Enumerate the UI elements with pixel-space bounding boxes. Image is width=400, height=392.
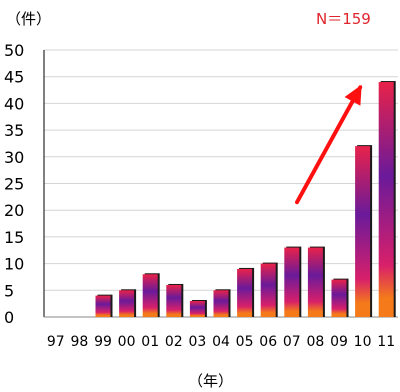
x-tick-label: 04 xyxy=(212,334,230,350)
bars xyxy=(95,81,396,317)
sample-size-label: N＝159 xyxy=(316,10,371,28)
trend-arrow xyxy=(295,84,363,205)
bar xyxy=(331,279,347,317)
y-tick-label: 50 xyxy=(4,41,24,60)
y-unit-label: （件） xyxy=(6,10,52,28)
x-tick-label: 06 xyxy=(259,334,277,350)
x-unit-label: （年） xyxy=(188,372,234,390)
bar xyxy=(260,263,276,317)
x-tick-label: 97 xyxy=(47,334,65,350)
y-tick-label: 10 xyxy=(4,255,24,274)
x-tick-label: 11 xyxy=(377,334,395,350)
y-tick-label: 25 xyxy=(4,175,24,194)
x-tick-label: 99 xyxy=(94,334,112,350)
y-tick-label: 30 xyxy=(4,148,24,167)
y-tick-label: 35 xyxy=(4,121,24,140)
y-tick-label: 20 xyxy=(4,201,24,220)
arrow-head xyxy=(344,84,362,106)
x-tick-label: 98 xyxy=(70,334,88,350)
bar xyxy=(95,295,111,317)
bar xyxy=(213,290,229,317)
x-tick-label: 05 xyxy=(236,334,254,350)
gridlines xyxy=(43,49,398,318)
y-axis-ticks: 0 5 10 15 20 25 30 35 40 45 50 xyxy=(4,41,24,327)
y-tick-label: 45 xyxy=(4,68,24,87)
bar xyxy=(237,268,253,317)
x-axis-ticks: 97 98 99 00 01 02 03 04 05 06 07 08 09 10 11 xyxy=(47,334,395,350)
arrow-shaft xyxy=(295,85,363,205)
x-tick-label: 07 xyxy=(283,334,301,350)
bar xyxy=(307,247,323,317)
bar xyxy=(166,284,182,317)
bar xyxy=(378,82,394,317)
x-tick-label: 01 xyxy=(141,334,159,350)
x-tick-label: 09 xyxy=(330,334,348,350)
x-tick-label: 08 xyxy=(306,334,324,350)
x-tick-label: 00 xyxy=(118,334,136,350)
y-tick-label: 15 xyxy=(4,228,24,247)
y-tick-label: 5 xyxy=(4,281,14,300)
x-tick-label: 02 xyxy=(165,334,183,350)
x-tick-label: 03 xyxy=(188,334,206,350)
bar xyxy=(189,300,205,317)
bar xyxy=(142,274,158,317)
y-tick-label: 0 xyxy=(4,308,14,327)
bar xyxy=(284,247,300,317)
y-tick-label: 40 xyxy=(4,94,24,113)
bar xyxy=(355,146,371,317)
x-tick-label: 10 xyxy=(354,334,372,350)
bar xyxy=(119,290,135,317)
